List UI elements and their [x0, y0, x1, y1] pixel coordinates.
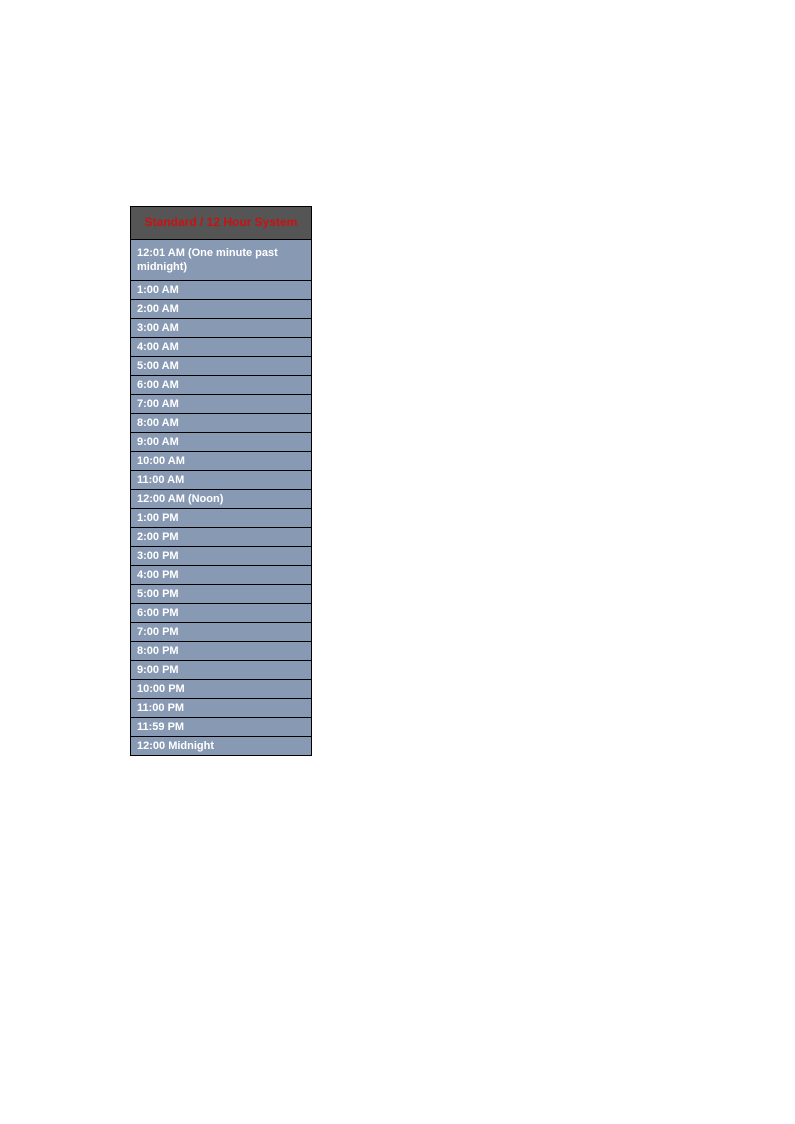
table-row: 12:01 AM (One minute past midnight) — [131, 240, 311, 282]
table-row: 7:00 PM — [131, 623, 311, 642]
table-row: 12:00 Midnight — [131, 737, 311, 755]
table-row: 11:59 PM — [131, 718, 311, 737]
table-row: 6:00 AM — [131, 376, 311, 395]
table-row: 6:00 PM — [131, 604, 311, 623]
table-row: 9:00 PM — [131, 661, 311, 680]
table-row: 10:00 PM — [131, 680, 311, 699]
table-row: 7:00 AM — [131, 395, 311, 414]
table-row: 3:00 AM — [131, 319, 311, 338]
table-row: 12:00 AM (Noon) — [131, 490, 311, 509]
table-row: 5:00 AM — [131, 357, 311, 376]
table-row: 4:00 PM — [131, 566, 311, 585]
table-row: 1:00 PM — [131, 509, 311, 528]
table-row: 4:00 AM — [131, 338, 311, 357]
table-row: 2:00 PM — [131, 528, 311, 547]
table-row: 3:00 PM — [131, 547, 311, 566]
table-row: 11:00 PM — [131, 699, 311, 718]
table-row: 1:00 AM — [131, 281, 311, 300]
table-row: 5:00 PM — [131, 585, 311, 604]
table-row: 10:00 AM — [131, 452, 311, 471]
table-header: Standard / 12 Hour System — [131, 207, 311, 240]
table-row: 8:00 PM — [131, 642, 311, 661]
table-row: 2:00 AM — [131, 300, 311, 319]
time-table: Standard / 12 Hour System 12:01 AM (One … — [130, 206, 312, 756]
table-row: 9:00 AM — [131, 433, 311, 452]
table-row: 11:00 AM — [131, 471, 311, 490]
table-row: 8:00 AM — [131, 414, 311, 433]
